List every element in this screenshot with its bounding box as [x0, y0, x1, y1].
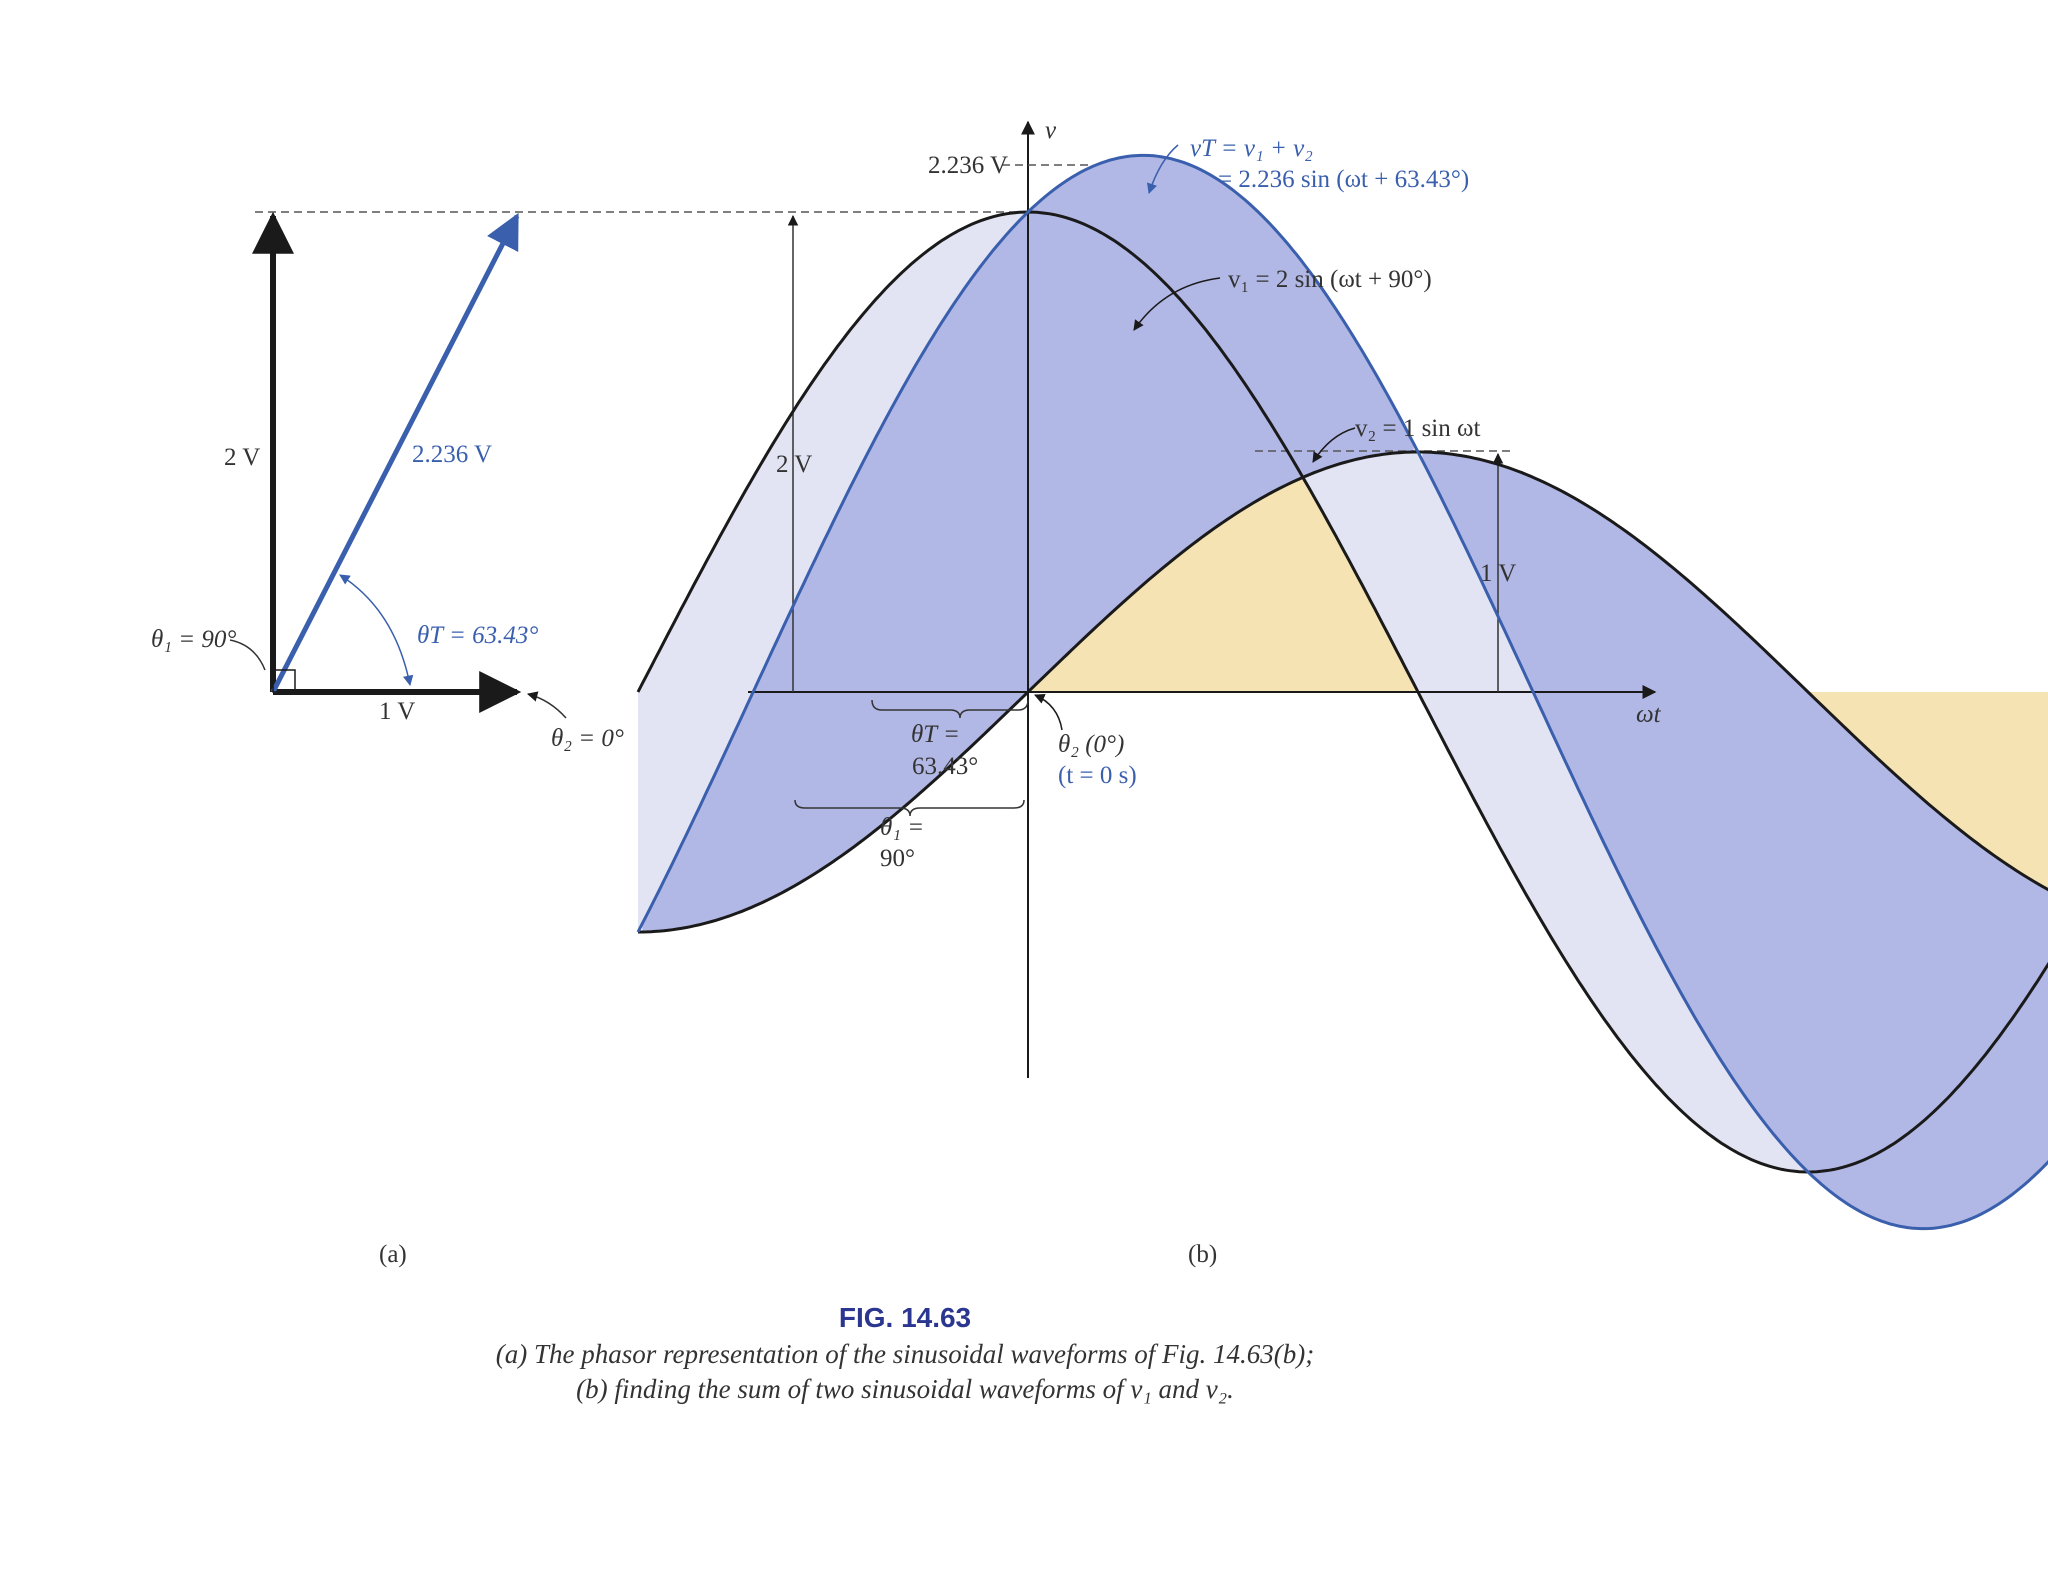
wt-axis-label: ωt [1636, 701, 1662, 728]
brace-theta1 [794, 799, 1025, 817]
arc-thetaT [339, 574, 414, 687]
theta2-label: θ₂ = 0° [551, 725, 624, 752]
figure-title: FIG. 14.63 [839, 1302, 971, 1333]
v-axis-label: v [1045, 117, 1057, 144]
waveform-panel: v ωt 2.236 V 2 V 1 V vT = v₁ + v₂ = 2.23… [255, 117, 2048, 1268]
theta2-label-line1: θ₂ (0°) [1058, 731, 1124, 758]
leader-theta1-a [229, 639, 266, 671]
phasor-2v-label: 2 V [224, 444, 260, 471]
dim-2v-label: 2 V [776, 451, 812, 478]
dim-1v-label: 1 V [1480, 560, 1516, 587]
curve-vt [636, 153, 2048, 1231]
theta2-label-line2: (t = 0 s) [1058, 762, 1137, 789]
fill-v2-vt-gap-1 [1422, 452, 2048, 1229]
leader-theta2 [1034, 693, 1063, 731]
caption-line2: (b) finding the sum of two sinusoidal wa… [576, 1374, 1234, 1404]
panel-b-label: (b) [1188, 1241, 1217, 1268]
leader-v2 [1312, 427, 1356, 463]
v1-equation: v₁ = 2 sin (ωt + 90°) [1228, 266, 1432, 293]
phasor-panel: 2 V 1 V 2.236 V θ₁ = 90° θT = 63.43° θ₂ … [151, 211, 624, 1268]
thetaT-label: θT = 63.43° [417, 622, 538, 649]
vt-equation-line2: = 2.236 sin (ωt + 63.43°) [1218, 166, 1469, 193]
leader-vt [1147, 144, 1179, 194]
panel-a-label: (a) [379, 1241, 407, 1268]
theta1-label-line2: 90° [880, 845, 915, 872]
phasor-vt [270, 212, 520, 694]
right-angle-marker [272, 669, 296, 693]
fill-v1-vt-gap-1 [1032, 155, 1804, 1172]
caption: FIG. 14.63 (a) The phasor representation… [496, 1302, 1314, 1404]
phasor-1v-label: 1 V [379, 698, 415, 725]
leader-v1 [1133, 277, 1221, 331]
theta1-label-line1: θ₁ = [880, 814, 924, 841]
thetaT-label-line2: 63.43° [912, 753, 978, 780]
vt-equation-line1: vT = v₁ + v₂ [1190, 135, 1313, 162]
caption-line1: (a) The phasor representation of the sin… [496, 1339, 1314, 1369]
curve-v1 [636, 210, 2048, 1174]
phasor-mag-label: 2.236 V [412, 441, 492, 468]
v2-equation: v₂ = 1 sin ωt [1355, 415, 1480, 442]
thetaT-label-line1: θT = [911, 721, 960, 748]
leader-theta2-a [526, 691, 567, 719]
brace-thetaT [871, 699, 1029, 719]
theta1-label: θ₁ = 90° [151, 626, 236, 653]
peak-2236v-label: 2.236 V [928, 152, 1008, 179]
